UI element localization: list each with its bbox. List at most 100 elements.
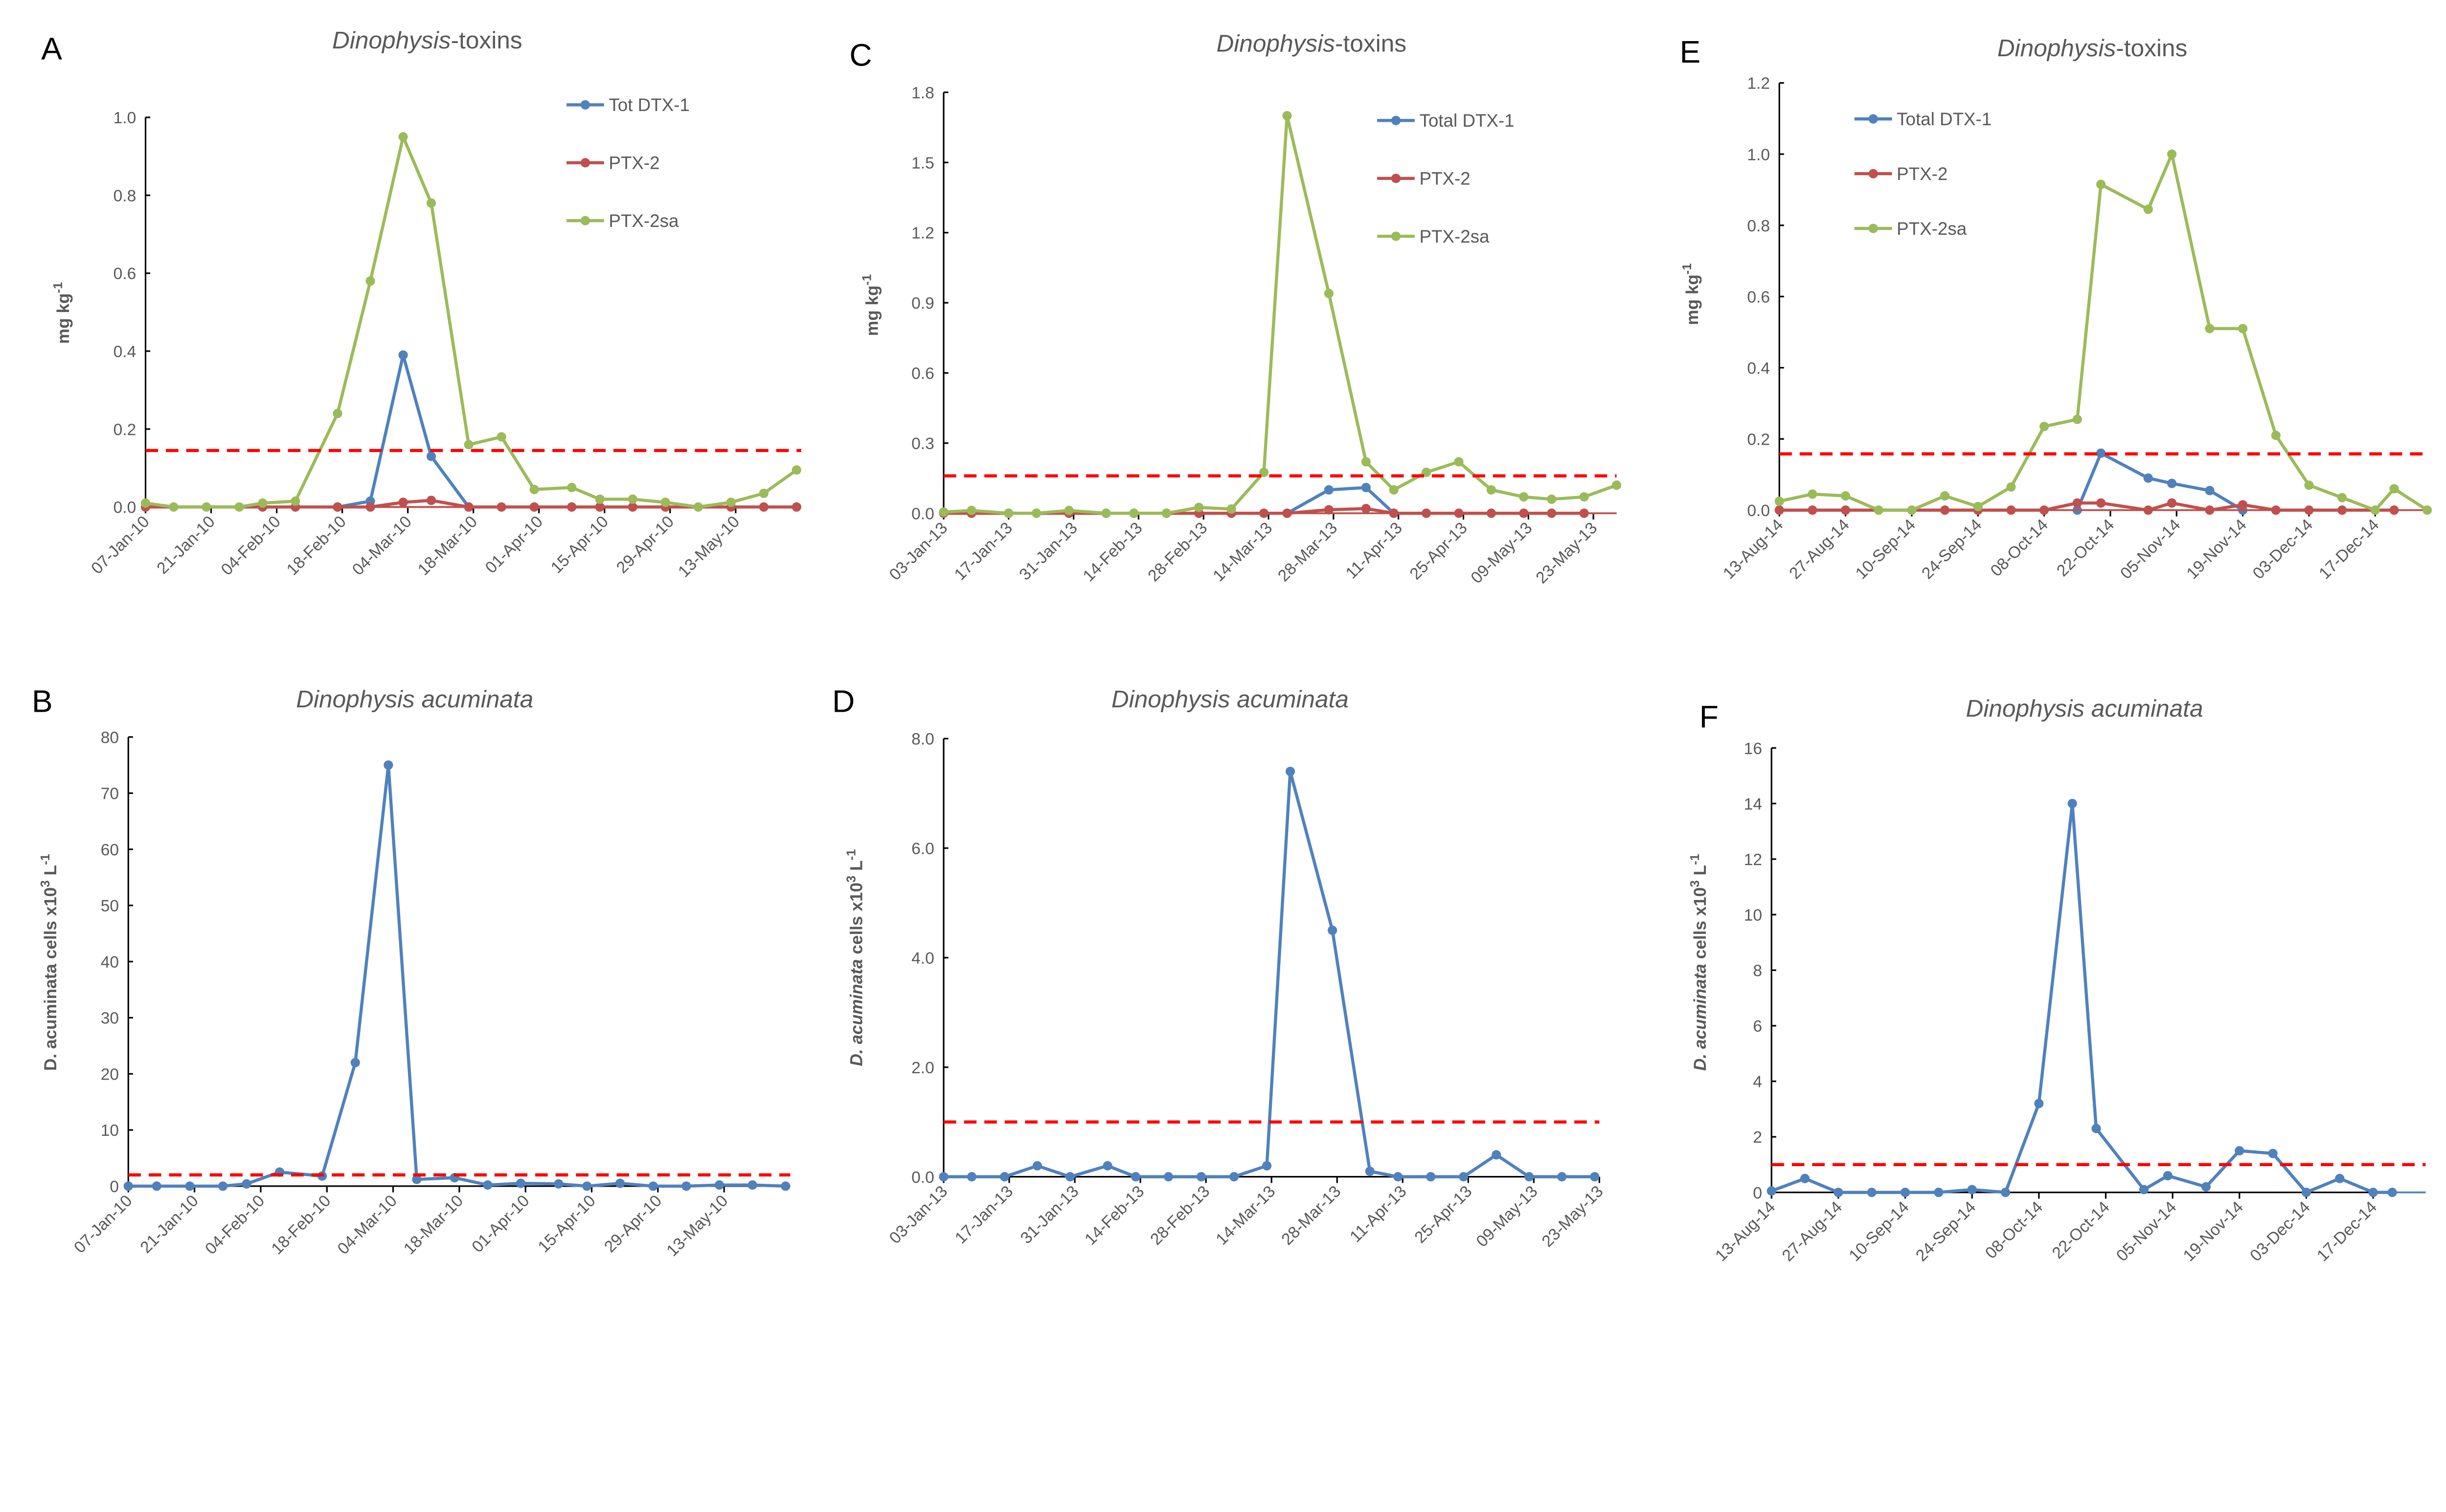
data-point — [1579, 492, 1589, 502]
y-tick-label: 1.2 — [911, 225, 934, 243]
series-line-cells — [1771, 802, 2393, 1194]
x-tick-label: 08-Oct-14 — [1987, 516, 2052, 580]
x-tick-label: 04-Feb-10 — [202, 1192, 268, 1258]
legend-label: PTX-2 — [609, 153, 659, 173]
legend-label: PTX-2 — [1419, 168, 1470, 188]
data-point — [1101, 508, 1111, 518]
y-label-part: 3 — [39, 880, 52, 887]
y-axis-label: D. acuminata cells x103 L-1 — [845, 849, 866, 1066]
data-point — [365, 276, 375, 286]
data-point — [516, 1178, 526, 1188]
x-tick-label: 17-Jan-13 — [951, 519, 1016, 584]
data-point — [2096, 180, 2106, 189]
data-point — [497, 502, 506, 512]
data-point — [218, 1181, 228, 1191]
series-line-total-dtx-1 — [2076, 451, 2244, 512]
data-point — [1524, 1172, 1534, 1182]
data-point — [759, 502, 769, 512]
data-point — [2389, 505, 2399, 515]
x-tick-label: 03-Dec-14 — [2249, 516, 2316, 583]
data-point — [2006, 482, 2016, 492]
title-italic: Dinophysis acuminata — [1966, 695, 2203, 722]
data-point — [2304, 480, 2314, 490]
x-tick-label: 05-Nov-14 — [2113, 1198, 2180, 1265]
data-point — [1129, 508, 1139, 518]
y-tick-label: 0.2 — [113, 421, 136, 439]
legend-label: Total DTX-1 — [1897, 109, 1992, 129]
data-point — [2268, 1149, 2278, 1158]
data-point — [2167, 498, 2177, 508]
x-tick-label: 09-May-13 — [1468, 519, 1536, 587]
y-tick-label: 1.0 — [1747, 146, 1770, 164]
data-point — [1486, 508, 1496, 518]
panel-letter: B — [32, 684, 53, 719]
data-point — [1547, 494, 1557, 504]
y-tick-label: 70 — [101, 785, 119, 803]
data-point — [2205, 486, 2215, 496]
data-point — [258, 498, 268, 508]
panel-letter: C — [849, 37, 872, 72]
legend-label: PTX-2sa — [1897, 219, 1967, 239]
chart-panel-D: D Dinophysis acuminata D. acuminata cells … — [832, 684, 1607, 1251]
data-point — [1259, 508, 1269, 518]
x-tick-label: 10-Sep-14 — [1852, 516, 1919, 583]
data-point — [1840, 505, 1851, 515]
data-point — [1161, 508, 1171, 518]
x-tick-label: 07-Jan-10 — [88, 513, 153, 578]
data-point — [1282, 111, 1292, 121]
x-tick-label: 18-Feb-10 — [268, 1192, 335, 1258]
data-point — [2235, 1146, 2244, 1156]
x-tick-label: 17-Dec-14 — [2313, 1198, 2380, 1265]
legend-label: PTX-2 — [1897, 164, 1948, 184]
data-point — [234, 502, 244, 512]
y-label-part: L — [847, 860, 866, 876]
data-point — [384, 760, 393, 770]
data-point — [1611, 480, 1622, 490]
chart-title: Dinophysis-toxins — [332, 26, 522, 54]
data-point — [1282, 508, 1292, 518]
data-point — [1226, 504, 1236, 514]
data-point — [2096, 498, 2106, 508]
y-label-part: D. acuminata cells x10 — [41, 887, 60, 1071]
data-point — [2167, 149, 2177, 159]
x-tick-label: 13-Aug-14 — [1720, 516, 1787, 583]
x-tick-label: 27-Aug-14 — [1786, 516, 1853, 583]
x-tick-label: 31-Jan-13 — [1016, 519, 1081, 584]
x-tick-label: 18-Feb-10 — [283, 513, 350, 579]
y-tick-label: 8 — [1753, 962, 1762, 980]
data-point — [426, 496, 436, 505]
y-tick-label: 0.6 — [911, 365, 934, 383]
x-tick-label: 14-Mar-13 — [1213, 1182, 1279, 1249]
x-tick-label: 21-Jan-10 — [154, 513, 219, 578]
y-label-part: mg kg — [1683, 274, 1702, 325]
data-point — [1065, 1172, 1075, 1182]
data-point — [1767, 1186, 1776, 1196]
y-tick-label: 80 — [101, 729, 119, 747]
x-tick-label: 18-Mar-10 — [414, 513, 481, 579]
data-point — [1557, 1172, 1567, 1182]
y-label-part: -1 — [39, 854, 52, 865]
y-tick-label: 6 — [1753, 1017, 1762, 1036]
data-point — [1459, 1172, 1469, 1182]
data-point — [693, 502, 703, 512]
chart-title: Dinophysis acuminata — [296, 685, 533, 713]
data-point — [2271, 430, 2281, 440]
chart-title: Dinophysis-toxins — [1997, 34, 2188, 62]
x-tick-label: 28-Mar-13 — [1278, 1182, 1345, 1249]
y-label-part: mg kg — [54, 293, 73, 344]
data-point — [2000, 1188, 2011, 1197]
y-tick-label: 0.6 — [113, 265, 136, 283]
y-axis-label: mg kg-1 — [861, 274, 882, 336]
data-point — [747, 1180, 757, 1190]
x-tick-label: 15-Apr-10 — [535, 1192, 599, 1256]
x-tick-label: 03-Dec-14 — [2247, 1198, 2314, 1265]
data-point — [1590, 1172, 1600, 1182]
y-tick-label: 20 — [101, 1065, 119, 1083]
y-tick-label: 1.8 — [911, 84, 934, 102]
y-tick-label: 40 — [101, 953, 119, 971]
data-point — [2072, 414, 2082, 424]
data-point — [123, 1181, 133, 1191]
data-point — [1389, 485, 1399, 495]
x-tick-label: 13-May-10 — [675, 513, 743, 581]
